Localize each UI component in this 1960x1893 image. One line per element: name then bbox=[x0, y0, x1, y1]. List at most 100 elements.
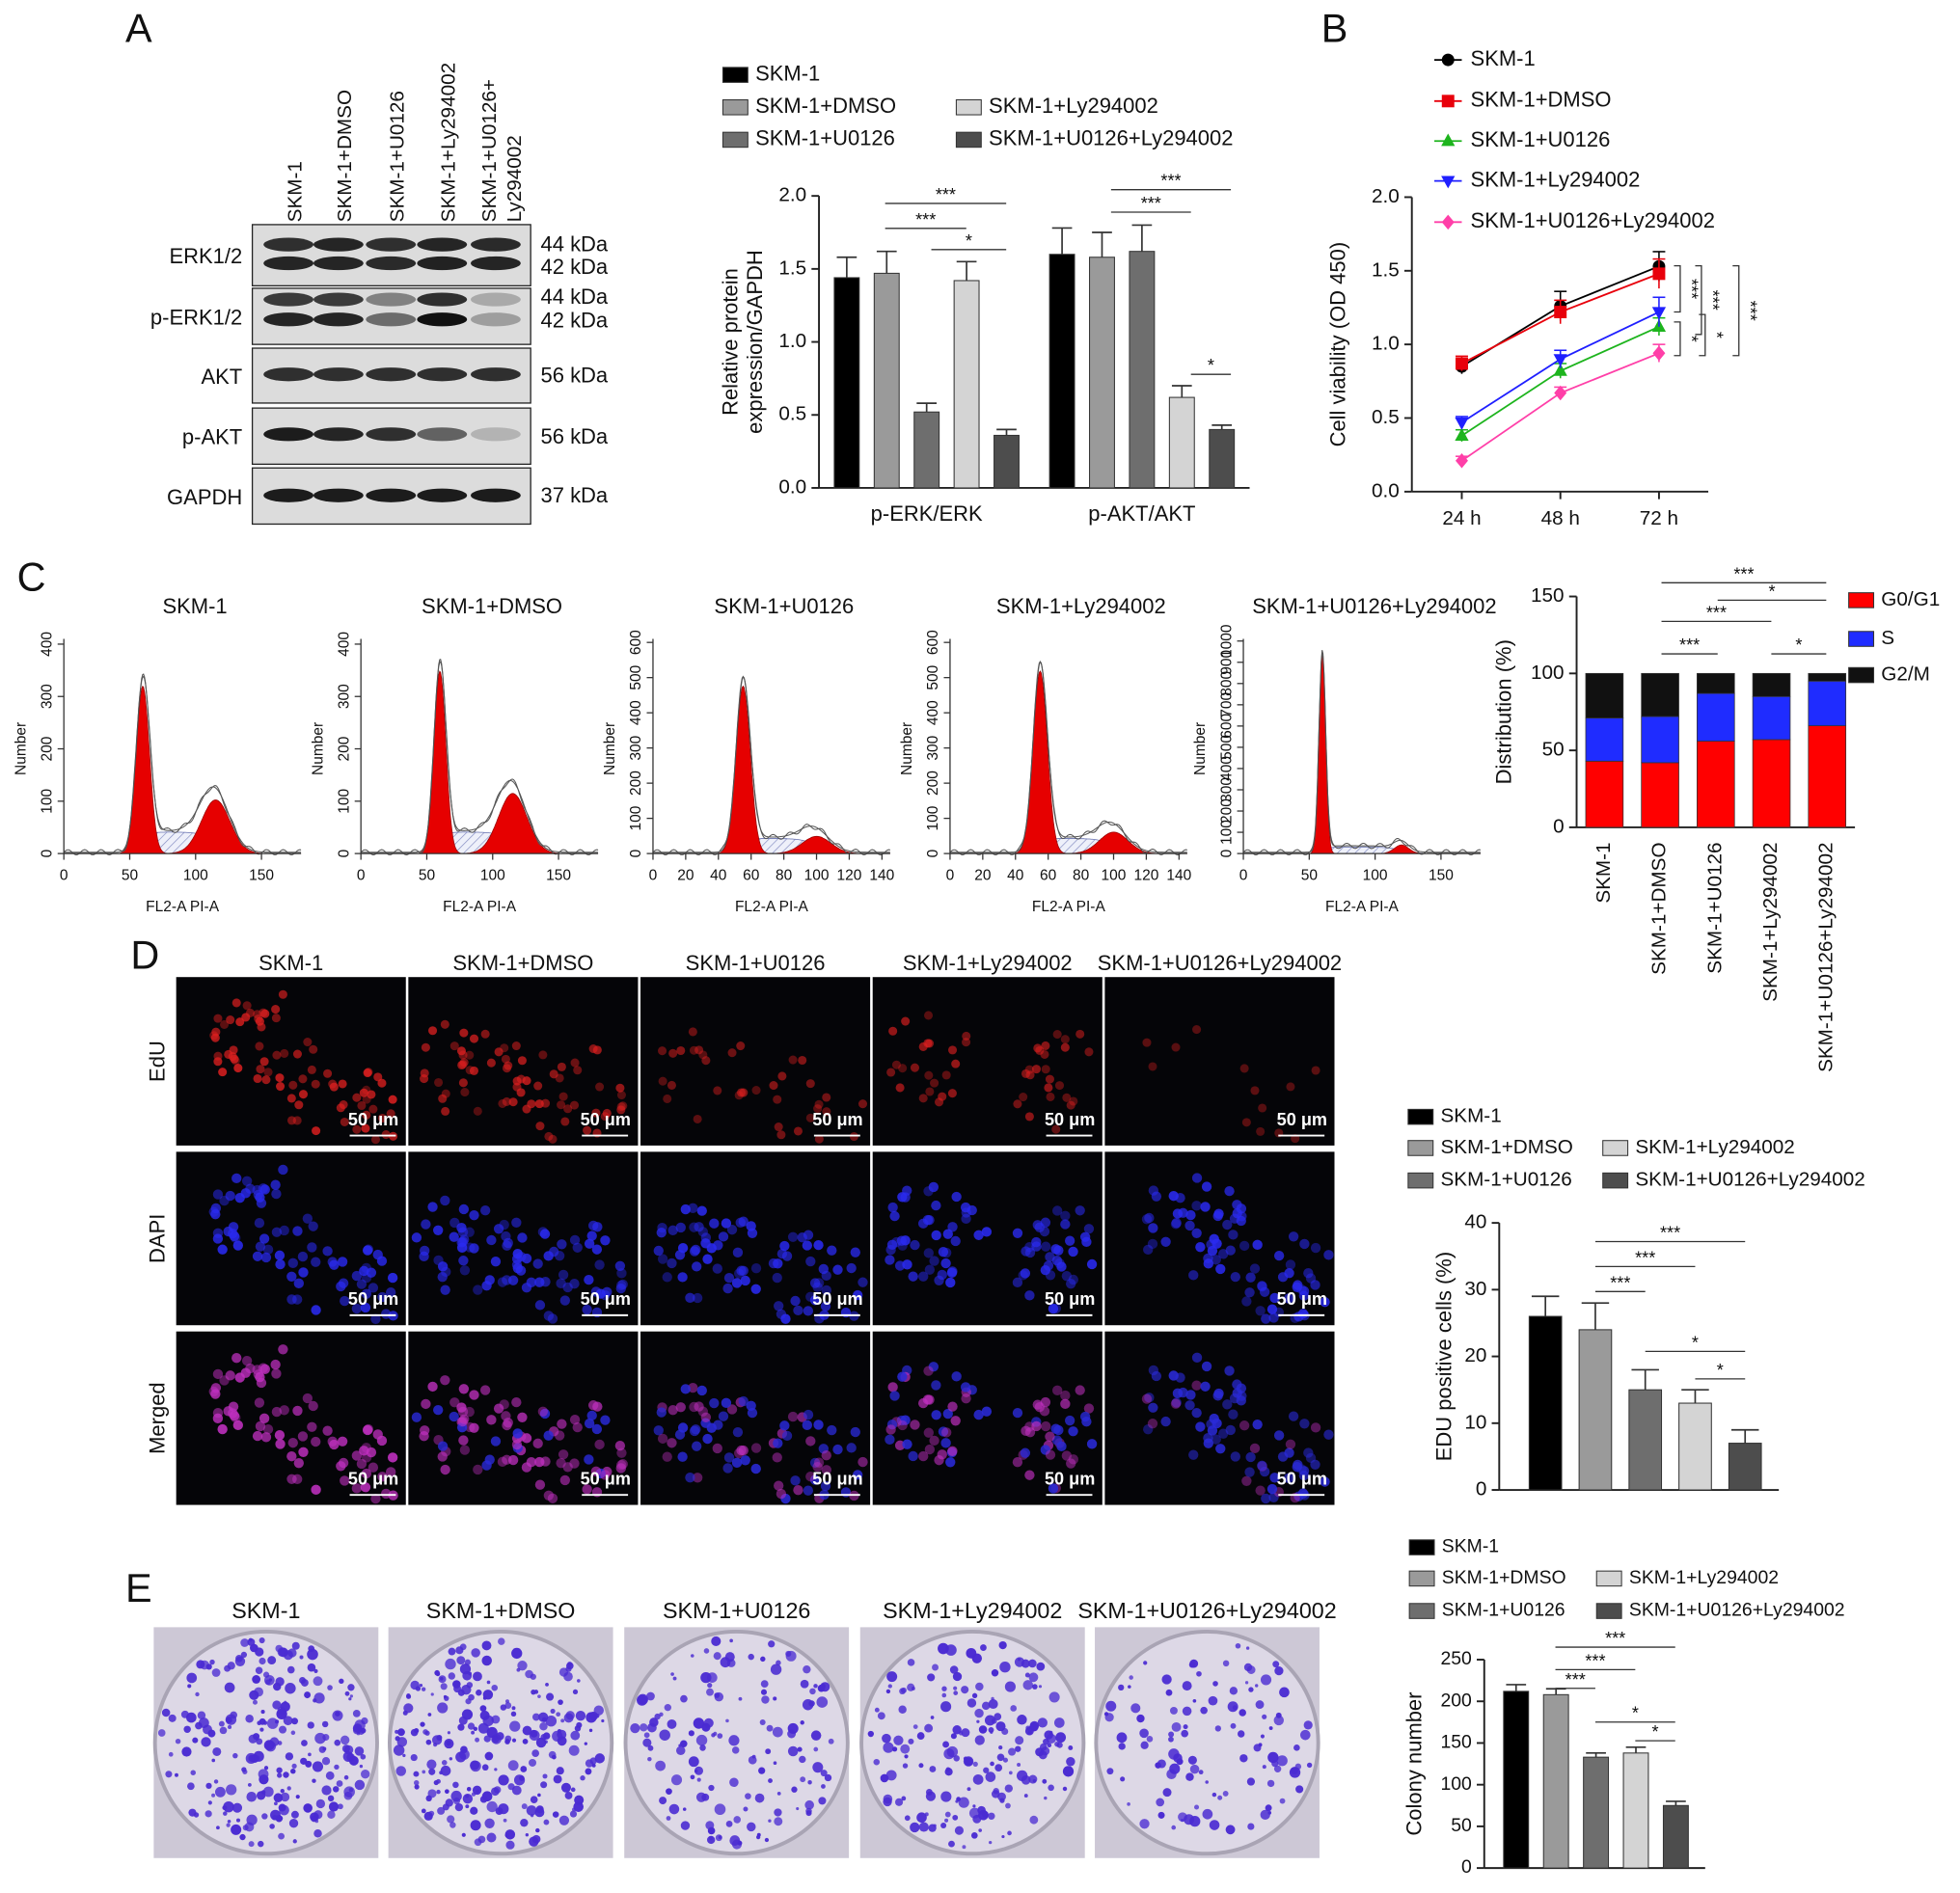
colony bbox=[211, 1668, 221, 1677]
cell-dapi bbox=[458, 1256, 469, 1266]
cell-dapi bbox=[534, 1300, 546, 1311]
colony bbox=[1010, 1705, 1018, 1712]
cell-dapi bbox=[1061, 1270, 1073, 1282]
cell-merged bbox=[208, 1386, 219, 1397]
bar-segment bbox=[1585, 760, 1624, 828]
cell-dapi bbox=[521, 1253, 532, 1264]
plate-title: SKM-1+U0126 bbox=[663, 1598, 810, 1623]
colony bbox=[729, 1638, 733, 1643]
cell-edu bbox=[930, 1078, 939, 1088]
cell-merged bbox=[270, 1359, 281, 1370]
flow-outline bbox=[360, 661, 599, 856]
colony bbox=[313, 1676, 323, 1687]
cell-dapi bbox=[287, 1257, 298, 1268]
colony bbox=[828, 1738, 834, 1744]
cell-merged bbox=[1236, 1383, 1247, 1393]
colony bbox=[680, 1821, 691, 1830]
cell-dapi bbox=[293, 1278, 304, 1289]
y-tick-label: 200 bbox=[925, 771, 941, 796]
cell-edu bbox=[307, 1065, 316, 1074]
cell-edu bbox=[272, 1050, 282, 1060]
plate-title: SKM-1+U0126+Ly294002 bbox=[1077, 1598, 1336, 1623]
cell-dapi bbox=[1224, 1185, 1235, 1197]
cell-dapi bbox=[537, 1227, 549, 1237]
colony bbox=[349, 1694, 353, 1698]
significance-label: * bbox=[1652, 1722, 1659, 1742]
legend-label: SKM-1+U0126+Ly294002 bbox=[1471, 208, 1715, 232]
x-tick-label: 60 bbox=[1040, 867, 1057, 883]
colony bbox=[773, 1696, 777, 1701]
colony bbox=[359, 1764, 364, 1769]
cell-dapi bbox=[1298, 1285, 1310, 1297]
cell-dapi bbox=[832, 1264, 843, 1275]
cell-edu bbox=[560, 1117, 570, 1126]
colony bbox=[503, 1818, 507, 1823]
flow-outline bbox=[1242, 652, 1482, 856]
colony bbox=[800, 1720, 804, 1725]
colony bbox=[410, 1728, 419, 1737]
x-tick-label: SKM-1+U0126+Ly294002 bbox=[1815, 842, 1838, 1071]
colony bbox=[574, 1725, 582, 1732]
cell-dapi bbox=[1143, 1244, 1154, 1256]
cell-merged bbox=[356, 1458, 368, 1470]
cell-dapi bbox=[779, 1240, 790, 1252]
cell-merged bbox=[440, 1375, 450, 1386]
cell-dapi bbox=[1040, 1217, 1051, 1228]
colony bbox=[535, 1827, 540, 1833]
colony bbox=[706, 1688, 714, 1696]
colony bbox=[1162, 1788, 1172, 1798]
cell-dapi bbox=[667, 1225, 678, 1236]
colony bbox=[918, 1822, 929, 1832]
colony bbox=[1265, 1804, 1272, 1812]
colony bbox=[504, 1735, 512, 1743]
cell-merged bbox=[723, 1452, 735, 1463]
colony bbox=[989, 1840, 993, 1845]
y-tick-label: 100 bbox=[1440, 1773, 1472, 1795]
colony bbox=[796, 1806, 800, 1811]
cell-merged bbox=[709, 1397, 720, 1409]
cell-merged bbox=[512, 1428, 523, 1439]
colony bbox=[1171, 1825, 1177, 1830]
blot-row-label: ERK1/2 bbox=[169, 244, 242, 268]
x-tick-label: 20 bbox=[677, 867, 694, 883]
colony bbox=[932, 1663, 939, 1671]
cell-edu bbox=[689, 1045, 698, 1055]
cell-edu bbox=[352, 1093, 362, 1102]
cell-dapi bbox=[947, 1266, 958, 1277]
cell-merged bbox=[286, 1450, 297, 1462]
cell-dapi bbox=[440, 1195, 450, 1206]
cell-edu bbox=[286, 1094, 296, 1103]
cell-merged bbox=[1045, 1431, 1055, 1442]
cell-edu bbox=[218, 1068, 228, 1077]
cell-dapi bbox=[1236, 1215, 1246, 1227]
cell-merged bbox=[722, 1463, 733, 1474]
cell-edu bbox=[276, 1082, 286, 1092]
cell-dapi bbox=[327, 1257, 338, 1267]
blot-band bbox=[471, 256, 521, 271]
cell-edu bbox=[502, 1064, 512, 1073]
colony bbox=[531, 1749, 540, 1757]
cell-merged bbox=[449, 1397, 460, 1408]
colony bbox=[175, 1772, 178, 1777]
cell-edu bbox=[210, 1033, 220, 1042]
cell-merged bbox=[1228, 1409, 1239, 1420]
colony bbox=[304, 1691, 312, 1699]
colony bbox=[295, 1795, 300, 1799]
cell-dapi bbox=[502, 1240, 512, 1251]
colony bbox=[343, 1774, 349, 1780]
cell-dapi bbox=[691, 1244, 701, 1256]
colony bbox=[339, 1678, 344, 1685]
colony bbox=[187, 1684, 192, 1689]
cell-dapi bbox=[286, 1271, 297, 1282]
cell-edu bbox=[286, 1116, 297, 1125]
cell-edu bbox=[328, 1079, 338, 1089]
cell-dapi bbox=[584, 1238, 595, 1249]
colony bbox=[945, 1644, 957, 1656]
colony bbox=[395, 1766, 407, 1776]
colony bbox=[327, 1810, 336, 1819]
plate-rim bbox=[1094, 1629, 1320, 1856]
cell-merged bbox=[557, 1419, 567, 1429]
cell-merged bbox=[657, 1433, 668, 1445]
colony bbox=[1187, 1755, 1197, 1765]
cell-dapi bbox=[928, 1181, 939, 1193]
